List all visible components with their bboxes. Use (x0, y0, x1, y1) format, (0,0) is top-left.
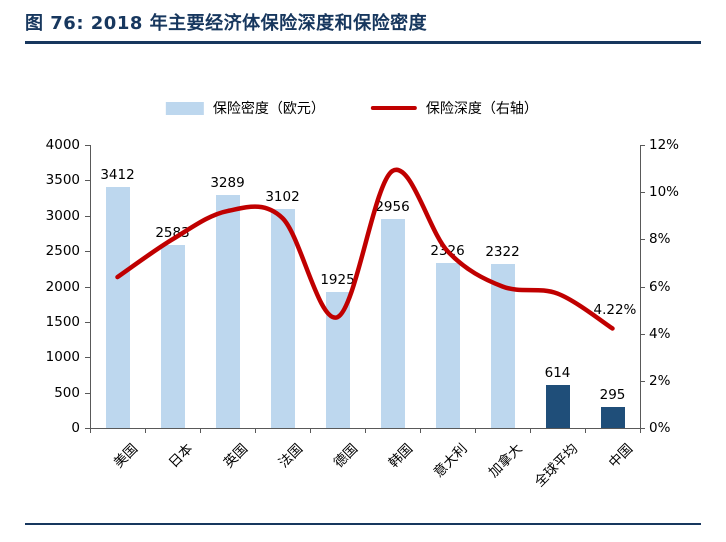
y-axis-right-tick-mark (640, 286, 645, 288)
bar-value-label: 1925 (320, 271, 355, 288)
y-axis-right-tick-label: 0% (649, 420, 671, 436)
y-axis-left-tick-label: 0 (71, 420, 80, 436)
bar-韩国 (380, 218, 405, 428)
y-axis-right-tick-label: 12% (649, 137, 680, 153)
x-axis-tick-mark (145, 428, 146, 433)
depth-line-path (115, 167, 615, 331)
y-axis-left-line (90, 145, 91, 428)
top-rule (25, 41, 701, 44)
legend-bar-label: 保险密度（欧元） (212, 101, 325, 117)
y-axis-right-tick-label: 4% (649, 325, 671, 342)
y-axis-left-tick-mark (85, 180, 90, 182)
y-axis-right-tick-mark (640, 192, 645, 194)
y-axis-left-tick-label: 3000 (45, 207, 80, 224)
y-axis-left-tick-mark (85, 392, 90, 394)
y-axis-right-tick-mark (640, 428, 645, 429)
x-axis-label-10: 中国 (605, 440, 636, 472)
x-axis-tick-mark (530, 428, 531, 433)
x-axis-label-1: 美国 (110, 440, 141, 472)
x-axis-tick-mark (640, 428, 641, 433)
y-axis-left-tick-label: 1000 (45, 349, 80, 366)
bar-value-label: 2322 (485, 243, 520, 260)
bottom-rule (25, 523, 701, 525)
x-axis-tick-mark (200, 428, 201, 433)
x-axis-label-4: 法国 (275, 440, 306, 472)
x-axis-label-9: 全球平均 (531, 440, 581, 491)
y-axis-left-tick-mark (85, 357, 90, 359)
x-axis-tick-mark (475, 428, 476, 433)
bar-法国 (270, 208, 295, 428)
y-axis-left-tick-label: 4000 (45, 137, 80, 153)
x-axis-label-5: 德国 (330, 440, 361, 472)
y-axis-right-tick-label: 8% (649, 231, 671, 248)
bar-日本 (160, 245, 185, 428)
x-axis-label-7: 意大利 (430, 440, 471, 481)
x-axis-tick-mark (365, 428, 366, 433)
bar-全球平均 (545, 384, 570, 428)
bar-value-label: 295 (599, 387, 626, 404)
bar-value-label: 2583 (155, 225, 190, 242)
bar-value-label: 614 (544, 364, 571, 381)
figure-title: 图 76: 2018 年主要经济体保险深度和保险密度 (25, 13, 428, 34)
y-axis-left-tick-label: 3500 (45, 172, 80, 189)
y-axis-left-tick-mark (85, 251, 90, 253)
legend-bar-swatch (165, 101, 204, 115)
x-axis-label-3: 英国 (220, 440, 251, 472)
legend-line-swatch (370, 106, 417, 110)
bar-value-label: 3412 (100, 166, 135, 183)
y-axis-left-tick-mark (85, 215, 90, 217)
y-axis-right-tick-label: 10% (649, 184, 680, 201)
y-axis-left-tick-mark (85, 145, 90, 146)
y-axis-right-tick-label: 6% (649, 278, 671, 295)
x-axis-label-2: 日本 (165, 440, 196, 472)
bar-美国 (105, 186, 130, 428)
bar-value-label: 3289 (210, 175, 245, 192)
y-axis-left-tick-mark (85, 428, 90, 429)
x-axis-tick-mark (310, 428, 311, 433)
y-axis-right-tick-mark (640, 239, 645, 241)
chart-legend: 保险密度（欧元） 保险深度（右轴） (165, 98, 538, 118)
bar-德国 (325, 291, 350, 428)
y-axis-right-tick-mark (640, 145, 645, 146)
bar-value-label: 2326 (430, 243, 465, 260)
y-axis-right-tick-mark (640, 380, 645, 382)
x-axis-label-6: 韩国 (385, 440, 416, 472)
y-axis-left-tick-mark (85, 321, 90, 323)
x-axis-tick-mark (420, 428, 421, 433)
line-end-annotation: 4.22% (593, 302, 637, 319)
y-axis-right-tick-label: 2% (649, 372, 671, 389)
y-axis-left-tick-label: 2000 (45, 278, 80, 295)
y-axis-left-tick-label: 1500 (45, 313, 80, 330)
bar-英国 (215, 195, 240, 428)
x-axis-tick-mark (585, 428, 586, 433)
y-axis-left-tick-label: 500 (54, 384, 80, 401)
bar-value-label: 2956 (375, 198, 410, 215)
legend-line-label: 保险深度（右轴） (425, 101, 538, 117)
y-axis-left-tick-label: 2500 (45, 243, 80, 260)
x-axis-tick-mark (255, 428, 256, 433)
x-axis-tick-mark (90, 428, 91, 433)
bar-意大利 (435, 263, 460, 428)
y-axis-right-tick-mark (640, 333, 645, 335)
y-axis-left-tick-mark (85, 286, 90, 288)
bar-value-label: 3102 (265, 188, 300, 205)
x-axis-label-8: 加拿大 (485, 440, 526, 481)
bar-中国 (600, 407, 625, 428)
bar-加拿大 (490, 263, 515, 428)
